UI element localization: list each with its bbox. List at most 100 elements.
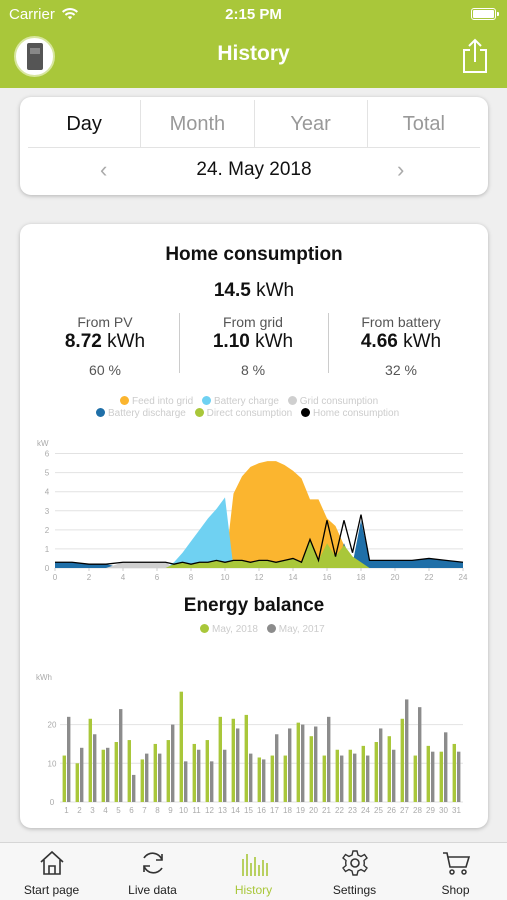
divider bbox=[328, 313, 329, 373]
x-tick-label: 14 bbox=[231, 806, 240, 815]
stat-value: 4.66 kWh bbox=[326, 331, 476, 353]
x-tick-label: 13 bbox=[218, 806, 227, 815]
tab-label: History bbox=[234, 883, 273, 897]
tab-year[interactable]: Year bbox=[255, 100, 368, 147]
bar-may-2017 bbox=[184, 761, 188, 802]
bar-may-2017 bbox=[158, 753, 162, 802]
period-selector: Day Month Year Total ‹ 24. May 2018 › bbox=[20, 97, 488, 195]
energy-balance-title: Energy balance bbox=[183, 595, 325, 616]
bar-may-2018 bbox=[140, 759, 144, 802]
chevron-right-icon[interactable]: › bbox=[397, 157, 405, 182]
bar-may-2017 bbox=[444, 732, 448, 802]
bar-may-2018 bbox=[413, 755, 417, 802]
bar-may-2017 bbox=[67, 716, 71, 802]
home-icon bbox=[40, 850, 64, 875]
x-tick-label: 11 bbox=[192, 806, 201, 815]
bar-may-2017 bbox=[379, 728, 383, 802]
device-avatar[interactable] bbox=[14, 36, 55, 77]
tab-month[interactable]: Month bbox=[141, 100, 255, 147]
bar-may-2018 bbox=[127, 740, 131, 802]
x-tick-label: 30 bbox=[439, 806, 448, 815]
chevron-left-icon[interactable]: ‹ bbox=[100, 157, 108, 182]
tab-label: Settings bbox=[332, 883, 377, 897]
bar-may-2017 bbox=[418, 707, 422, 802]
x-tick-label: 4 bbox=[103, 806, 108, 815]
tab-settings[interactable]: Settings bbox=[304, 843, 405, 900]
tab-start-page[interactable]: Start page bbox=[1, 843, 102, 900]
tab-day[interactable]: Day bbox=[28, 100, 142, 147]
bar-may-2017 bbox=[405, 699, 409, 802]
y-tick-label: 5 bbox=[45, 469, 50, 478]
stat-number: 1.10 bbox=[212, 331, 250, 352]
bar-may-2017 bbox=[353, 753, 357, 802]
tab-shop[interactable]: Shop bbox=[405, 843, 506, 900]
x-tick-label: 6 bbox=[129, 806, 134, 815]
x-tick-label: 1 bbox=[64, 806, 69, 815]
x-tick-label: 29 bbox=[426, 806, 435, 815]
x-tick-label: 23 bbox=[348, 806, 357, 815]
bar-may-2017 bbox=[301, 724, 305, 802]
tab-live-data[interactable]: Live data bbox=[102, 843, 203, 900]
direct-consumption-area bbox=[55, 539, 463, 568]
x-tick-label: 10 bbox=[221, 573, 230, 582]
x-tick-label: 28 bbox=[413, 806, 422, 815]
stat-percent: 8 % bbox=[240, 362, 266, 378]
divider bbox=[179, 313, 180, 373]
stat-percent: 32 % bbox=[385, 362, 417, 378]
x-tick-label: 24 bbox=[459, 573, 468, 582]
x-tick-label: 10 bbox=[179, 806, 188, 815]
stat-number: 4.66 bbox=[360, 331, 398, 352]
legend-may-2017: May, 2017 bbox=[266, 624, 325, 635]
bar-may-2017 bbox=[145, 753, 149, 802]
home-consumption-title: Home consumption bbox=[165, 244, 343, 265]
bar-may-2018 bbox=[231, 718, 235, 802]
bar-may-2018 bbox=[75, 763, 79, 802]
bar-may-2017 bbox=[288, 728, 292, 802]
stat-label: From battery bbox=[361, 314, 441, 330]
bar-may-2017 bbox=[93, 734, 97, 802]
bar-may-2017 bbox=[262, 759, 266, 802]
bar-may-2018 bbox=[452, 743, 456, 802]
x-tick-label: 3 bbox=[90, 806, 95, 815]
legend-home-consumption: Home consumption bbox=[300, 408, 399, 419]
bar-may-2018 bbox=[270, 755, 274, 802]
gear-icon bbox=[342, 850, 368, 876]
bar-may-2018 bbox=[426, 745, 430, 802]
bar-may-2018 bbox=[387, 736, 391, 802]
x-tick-label: 12 bbox=[255, 573, 264, 582]
bar-may-2017 bbox=[314, 726, 318, 802]
bar-may-2018 bbox=[218, 716, 222, 802]
bar-may-2018 bbox=[244, 714, 248, 802]
x-tick-label: 17 bbox=[270, 806, 279, 815]
date-navigator: ‹ 24. May 2018 › bbox=[20, 149, 488, 193]
x-tick-label: 2 bbox=[87, 573, 92, 582]
status-bar: Carrier 2:15 PM bbox=[0, 6, 507, 24]
legend-grid-consumption: Grid consumption bbox=[287, 396, 378, 407]
x-tick-label: 19 bbox=[296, 806, 305, 815]
battery-discharge-area bbox=[55, 520, 463, 568]
selected-date: 24. May 2018 bbox=[196, 159, 312, 180]
bar-may-2018 bbox=[62, 755, 66, 802]
bar-may-2018 bbox=[335, 749, 339, 802]
tab-total[interactable]: Total bbox=[402, 113, 445, 135]
bar-may-2018 bbox=[192, 743, 196, 802]
y-tick-label: 0 bbox=[50, 798, 55, 807]
x-tick-label: 5 bbox=[116, 806, 121, 815]
cart-icon bbox=[443, 852, 470, 875]
x-tick-label: 31 bbox=[452, 806, 461, 815]
bar-may-2018 bbox=[283, 755, 287, 802]
y-tick-label: 20 bbox=[48, 721, 57, 730]
stat-value: 8.72 kWh bbox=[30, 331, 180, 353]
bar-may-2017 bbox=[366, 755, 370, 802]
bar-may-2018 bbox=[374, 742, 378, 802]
wifi-icon bbox=[62, 7, 78, 24]
share-icon[interactable] bbox=[461, 38, 489, 74]
x-tick-label: 20 bbox=[391, 573, 400, 582]
bar-may-2018 bbox=[322, 755, 326, 802]
x-tick-label: 22 bbox=[425, 573, 434, 582]
x-tick-label: 24 bbox=[361, 806, 370, 815]
legend-may-2018: May, 2018 bbox=[200, 624, 258, 635]
tab-history[interactable]: History bbox=[203, 843, 304, 900]
stat-label: From grid bbox=[223, 314, 283, 330]
